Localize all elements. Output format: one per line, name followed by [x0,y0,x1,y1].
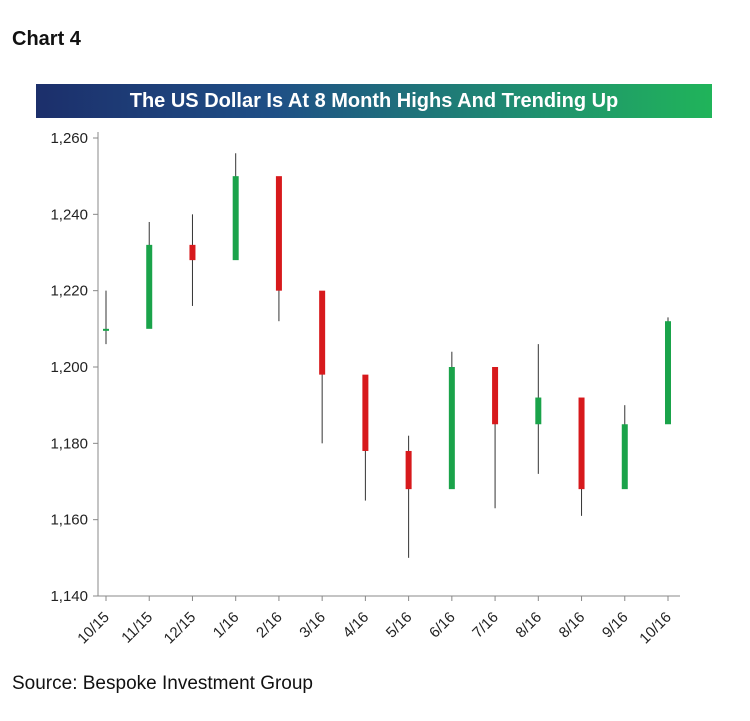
x-tick-label: 7/16 [469,609,502,642]
candle-body [189,244,196,261]
candle-body [362,374,369,451]
y-tick-label: 1,160 [50,512,88,529]
x-tick-label: 9/16 [599,609,632,642]
candle-body [578,397,585,490]
x-tick-label: 12/15 [161,609,200,648]
x-tick-label: 6/16 [426,609,459,642]
candle-body [275,176,282,291]
x-tick-label: 4/16 [340,609,373,642]
x-tick-label: 3/16 [296,609,329,642]
x-tick-label: 10/15 [74,609,113,648]
x-tick-label: 11/15 [118,609,156,647]
x-axis-ticks: 10/15 11/15 12/15 1/16 2/16 3/16 4/16 5/16 6/16 7… [74,596,675,647]
candle-body [146,244,153,329]
y-axis-ticks: 1,140 1,160 1,180 1,200 1,220 1,240 1,260 [50,130,98,605]
candle-body [405,450,412,490]
candle-body [232,176,239,261]
x-tick-label: 8/16 [556,609,589,642]
chart-title: The US Dollar Is At 8 Month Highs And Tr… [129,89,619,112]
candle-body [492,367,499,425]
candle-body [621,424,628,490]
candle-body [535,397,542,425]
y-tick-label: 1,240 [50,206,88,223]
source-note: Source: Bespoke Investment Group [12,673,313,694]
candle-body [665,321,671,425]
y-tick-label: 1,220 [50,283,88,300]
candle-body [319,290,326,375]
chart-title-bar: The US Dollar Is At 8 Month Highs And Tr… [36,84,712,118]
candle-body [448,367,455,490]
x-tick-label: 5/16 [383,609,416,642]
y-tick-label: 1,180 [50,435,88,452]
x-tick-label: 8/16 [512,609,545,642]
y-tick-label: 1,200 [50,359,88,376]
chart-axes [97,132,680,597]
y-tick-label: 1,140 [50,588,88,605]
x-tick-label: 1/16 [210,609,243,642]
candle-series [103,153,671,558]
x-tick-label: 2/16 [253,609,286,642]
chart-label: Chart 4 [12,28,81,50]
y-tick-label: 1,260 [50,130,88,147]
candle-body [103,328,109,331]
x-tick-label: 10/16 [636,609,675,648]
